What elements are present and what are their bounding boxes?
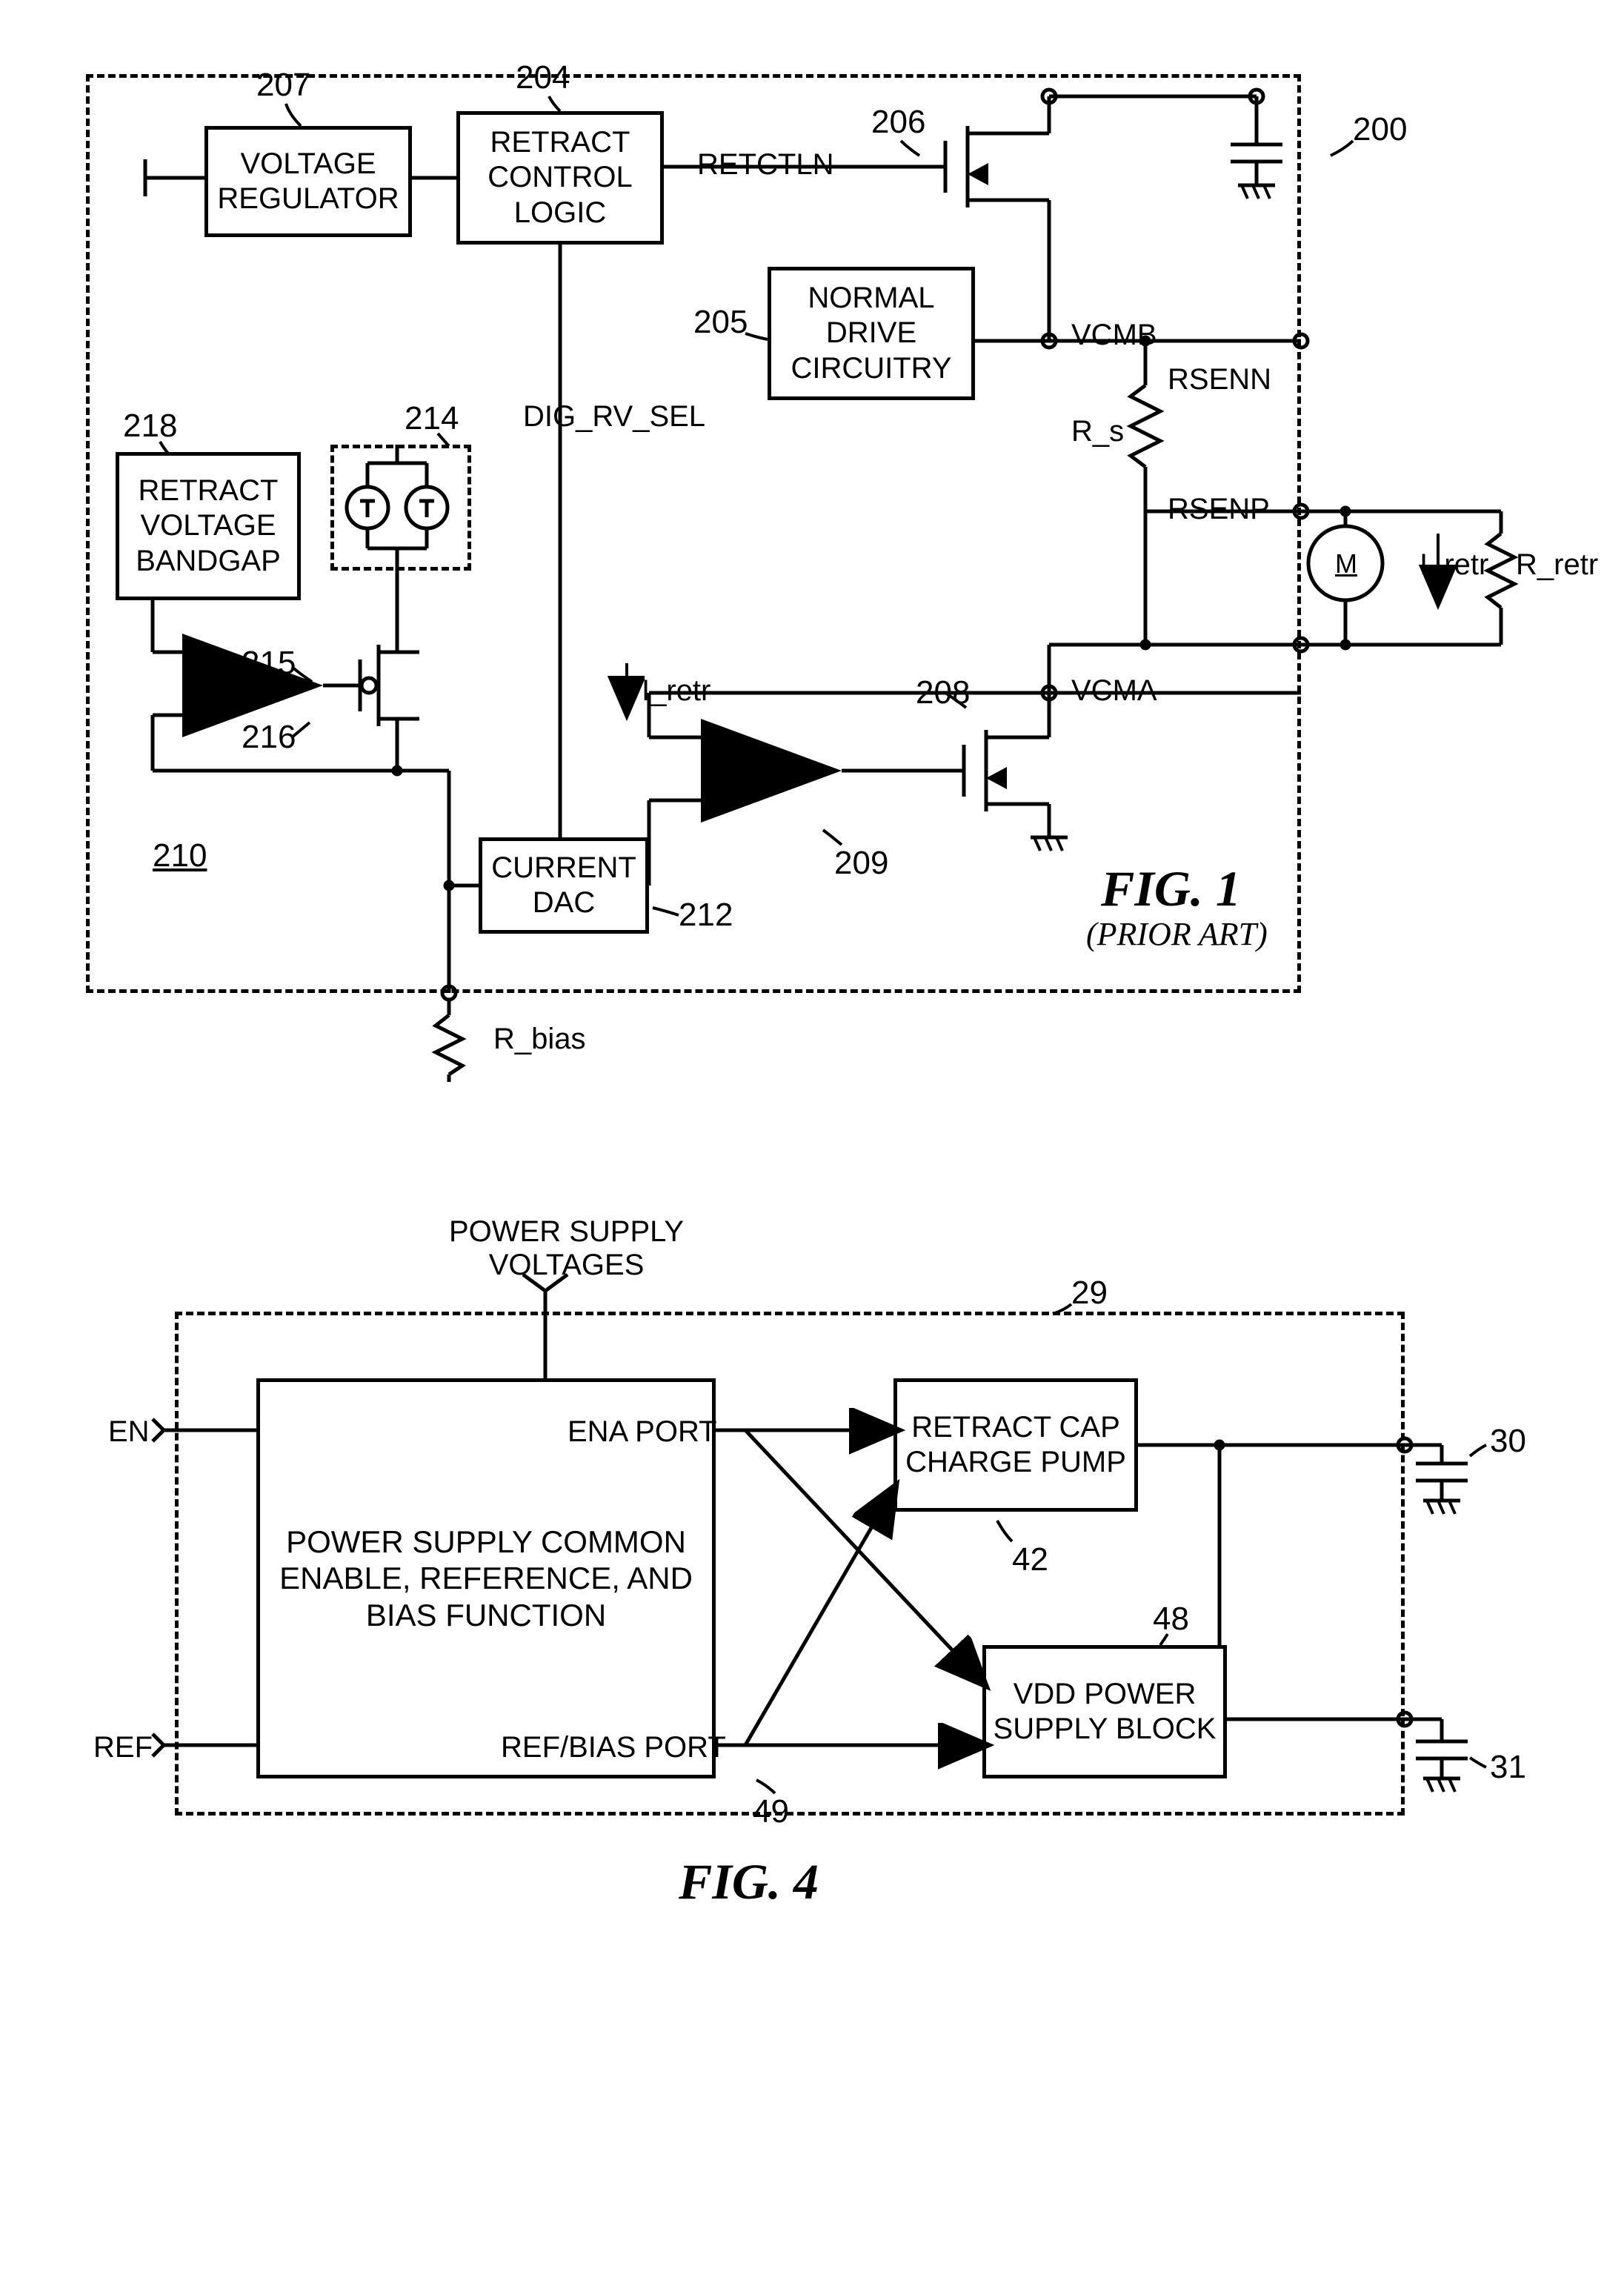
vdd-power-supply-label: VDD POWER SUPPLY BLOCK bbox=[992, 1677, 1217, 1747]
ref-29: 29 bbox=[1071, 1275, 1108, 1312]
signal-iretr2: I_retr bbox=[1420, 548, 1488, 582]
ref-31: 31 bbox=[1490, 1749, 1526, 1786]
retract-voltage-bandgap-block: RETRACT VOLTAGE BANDGAP bbox=[116, 452, 301, 600]
r-retr-label: R_retr bbox=[1516, 548, 1598, 582]
signal-iretr1: I_retr bbox=[642, 674, 710, 708]
motor-m-label: M bbox=[1335, 548, 1357, 579]
power-supply-common-label: POWER SUPPLY COMMON ENABLE, REFERENCE, A… bbox=[266, 1524, 706, 1634]
fig1-subtitle: (PRIOR ART) bbox=[1086, 915, 1268, 953]
voltage-regulator-block: VOLTAGE REGULATOR bbox=[204, 126, 412, 237]
signal-vcmb: VCMB bbox=[1071, 319, 1157, 352]
signal-digrvsel: DIG_RV_SEL bbox=[523, 400, 705, 434]
ref-212: 212 bbox=[679, 897, 733, 934]
ref-42: 42 bbox=[1012, 1541, 1048, 1578]
ref-210: 210 bbox=[153, 837, 207, 874]
block-214-dashed bbox=[330, 445, 471, 571]
retract-cap-charge-pump-label: RETRACT CAP CHARGE PUMP bbox=[903, 1410, 1128, 1480]
ref-218: 218 bbox=[123, 408, 177, 445]
ref-204: 204 bbox=[516, 59, 570, 96]
figure-1: VOLTAGE REGULATOR RETRACT CONTROL LOGIC … bbox=[34, 30, 1590, 1082]
current-dac-block: CURRENT DAC bbox=[479, 837, 649, 934]
signal-rsenn: RSENN bbox=[1168, 363, 1271, 396]
ref-209: 209 bbox=[834, 845, 888, 882]
fig4-title: FIG. 4 bbox=[679, 1853, 819, 1911]
power-supply-voltages-label: POWER SUPPLY VOLTAGES bbox=[449, 1215, 684, 1282]
ref-205: 205 bbox=[693, 304, 748, 341]
rs-label: R_s bbox=[1071, 415, 1124, 448]
ref-200: 200 bbox=[1353, 111, 1407, 148]
refbias-port-label: REF/BIAS PORT bbox=[501, 1731, 726, 1764]
ref-49: 49 bbox=[753, 1793, 789, 1830]
ref-label: REF bbox=[93, 1731, 153, 1764]
ena-port-label: ENA PORT bbox=[568, 1415, 717, 1449]
en-label: EN bbox=[108, 1415, 150, 1449]
ref-208: 208 bbox=[916, 674, 970, 711]
normal-drive-circuitry-label: NORMAL DRIVE CIRCUITRY bbox=[777, 281, 965, 386]
vdd-power-supply-block: VDD POWER SUPPLY BLOCK bbox=[982, 1645, 1227, 1778]
signal-retctln: RETCTLN bbox=[697, 148, 833, 182]
current-dac-label: CURRENT DAC bbox=[488, 851, 639, 920]
signal-vcma: VCMA bbox=[1071, 674, 1157, 708]
r-bias-label: R_bias bbox=[493, 1023, 586, 1056]
ref-215: 215 bbox=[242, 645, 296, 682]
retract-control-logic-label: RETRACT CONTROL LOGIC bbox=[466, 125, 654, 230]
normal-drive-circuitry-block: NORMAL DRIVE CIRCUITRY bbox=[768, 267, 975, 400]
figure-4: POWER SUPPLY COMMON ENABLE, REFERENCE, A… bbox=[34, 1200, 1590, 1927]
signal-rsenp: RSENP bbox=[1168, 493, 1270, 526]
fig1-title: FIG. 1 bbox=[1101, 860, 1241, 918]
retract-control-logic-block: RETRACT CONTROL LOGIC bbox=[456, 111, 664, 245]
ref-48: 48 bbox=[1153, 1601, 1189, 1638]
ref-214: 214 bbox=[405, 400, 459, 437]
ref-216: 216 bbox=[242, 719, 296, 756]
ref-30: 30 bbox=[1490, 1423, 1526, 1460]
voltage-regulator-label: VOLTAGE REGULATOR bbox=[214, 147, 402, 216]
retract-voltage-bandgap-label: RETRACT VOLTAGE BANDGAP bbox=[125, 474, 291, 579]
ref-207: 207 bbox=[256, 67, 310, 104]
retract-cap-charge-pump-block: RETRACT CAP CHARGE PUMP bbox=[893, 1378, 1138, 1512]
ref-206: 206 bbox=[871, 104, 925, 141]
